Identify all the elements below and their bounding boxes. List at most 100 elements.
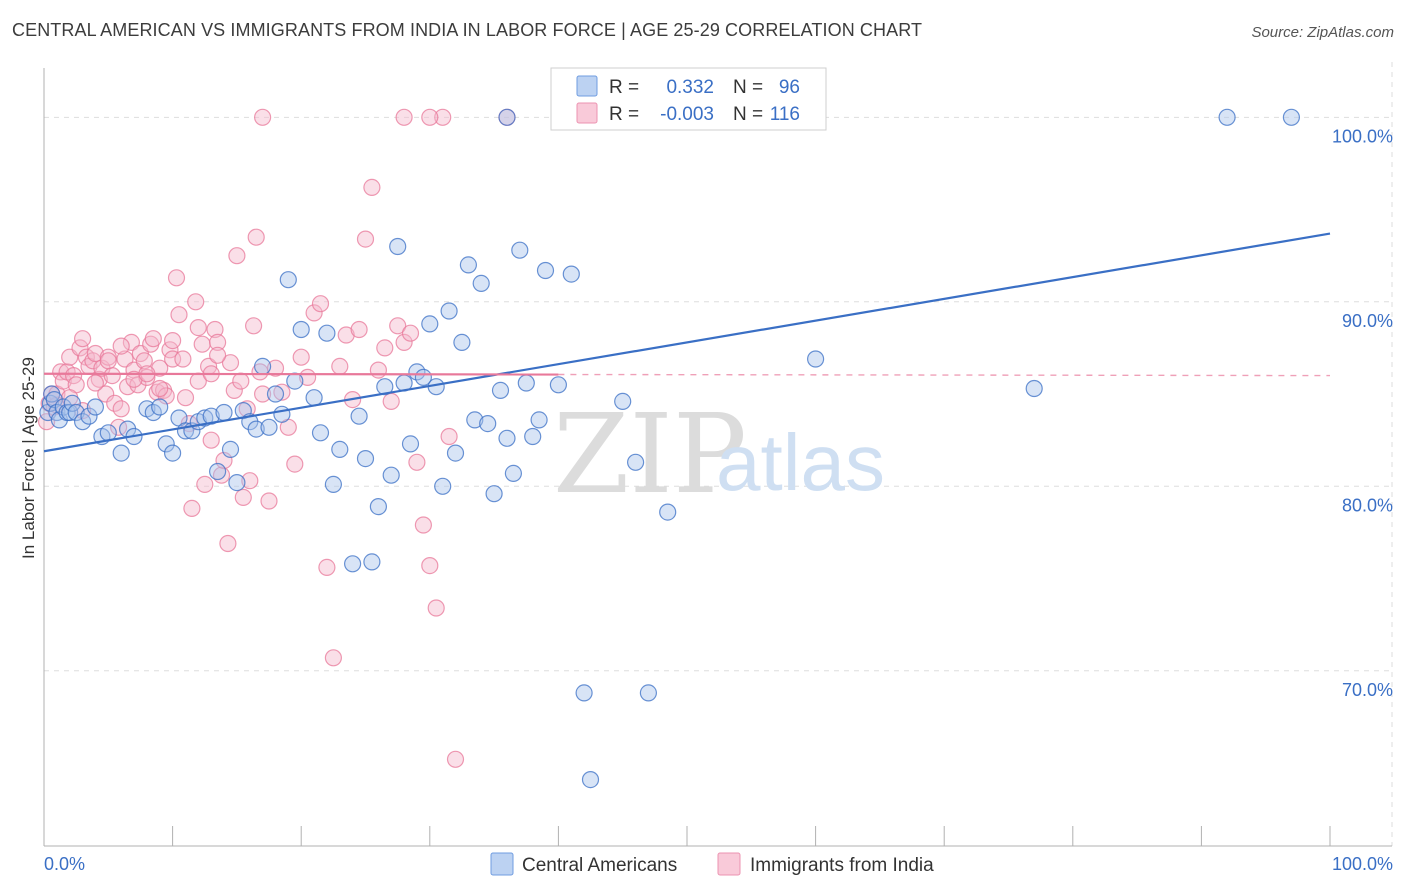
central-americans-point-23 — [164, 444, 182, 462]
legend-n-label-blue: N = — [733, 77, 763, 98]
watermark-zip: ZIP — [553, 390, 747, 518]
central-americans-point-86 — [639, 684, 658, 702]
india-point-94 — [421, 556, 439, 575]
central-americans-point-78 — [530, 411, 548, 429]
central-americans-point-83 — [581, 770, 600, 789]
x-tick-label-0: 0.0% — [44, 854, 85, 874]
central-americans-point-31 — [215, 403, 233, 422]
india-point-50 — [196, 475, 214, 493]
india-point-31 — [135, 352, 153, 370]
legend-box: R = 0.332 N = 96 R = -0.003 N = 116 — [550, 67, 827, 131]
india-point-78 — [318, 558, 336, 577]
india-point-62 — [234, 488, 252, 506]
india-point-86 — [369, 361, 387, 379]
central-americans-point-63 — [434, 477, 452, 495]
series-india-points — [37, 108, 516, 768]
central-americans-point-72 — [491, 381, 510, 399]
central-americans-point-65 — [446, 444, 465, 462]
central-americans-point-37 — [254, 357, 272, 375]
bottom-legend: Central Americans Immigrants from India — [490, 852, 934, 876]
india-point-96 — [434, 108, 452, 126]
central-americans-point-75 — [511, 241, 529, 259]
central-americans-point-32 — [221, 440, 240, 458]
central-americans-point-10 — [67, 403, 85, 422]
india-point-87 — [376, 339, 394, 357]
legend-r-label-pink: R = — [609, 104, 639, 125]
legend-n-value-pink: 116 — [770, 104, 800, 125]
india-point-42 — [170, 306, 188, 324]
india-point-46 — [183, 499, 201, 517]
india-point-71 — [273, 383, 291, 401]
india-point-85 — [363, 178, 381, 196]
y-tick-label-70: 70.0% — [1342, 680, 1393, 700]
india-point-105 — [112, 337, 130, 355]
central-americans-point-84 — [614, 392, 632, 410]
central-americans-point-30 — [209, 462, 227, 481]
central-americans-point-82 — [575, 684, 593, 702]
india-point-64 — [241, 472, 259, 490]
india-point-61 — [232, 372, 250, 390]
india-point-109 — [164, 332, 182, 350]
india-point-58 — [221, 354, 240, 372]
central-americans-point-28 — [196, 409, 214, 427]
legend-r-label-blue: R = — [609, 77, 639, 98]
india-point-43 — [174, 350, 192, 368]
india-point-48 — [189, 319, 207, 337]
india-point-36 — [151, 359, 169, 377]
central-americans-point-73 — [498, 429, 516, 447]
india-point-27 — [122, 333, 140, 351]
trend-line-central-americans — [43, 232, 1331, 453]
india-point-113 — [209, 346, 227, 364]
india-point-44 — [176, 389, 195, 407]
central-americans-point-56 — [389, 237, 407, 256]
india-point-111 — [395, 108, 413, 126]
india-point-110 — [254, 108, 272, 126]
india-point-91 — [401, 324, 420, 342]
central-americans-point-51 — [356, 450, 375, 468]
india-point-106 — [125, 370, 143, 388]
india-point-68 — [254, 385, 272, 403]
y-axis-label: In Labor Force | Age 25-29 — [19, 357, 38, 559]
central-americans-point-53 — [369, 498, 387, 516]
central-americans-point-54 — [376, 378, 394, 396]
central-americans-point-21 — [151, 398, 169, 416]
central-americans-point-29 — [202, 407, 220, 425]
central-americans-point-45 — [311, 424, 330, 442]
central-americans-point-80 — [549, 376, 568, 394]
central-americans-point-79 — [536, 261, 555, 280]
legend-swatch-pink — [576, 102, 598, 124]
central-americans-point-85 — [626, 453, 645, 471]
central-americans-point-44 — [305, 389, 323, 407]
central-americans-point-89 — [806, 350, 825, 368]
central-americans-point-49 — [344, 555, 362, 573]
bottom-legend-label-pink: Immigrants from India — [750, 855, 934, 876]
india-point-89 — [389, 317, 407, 335]
central-americans-point-90 — [1025, 379, 1043, 398]
central-americans-point-69 — [472, 274, 490, 292]
central-americans-point-71 — [485, 485, 503, 503]
india-point-19 — [97, 385, 115, 403]
trend-line-india-solid — [43, 372, 559, 376]
legend-r-value-blue: 0.332 — [666, 77, 714, 98]
trend-lines — [43, 232, 1331, 453]
india-point-97 — [440, 427, 458, 446]
central-americans-point-67 — [459, 256, 477, 274]
central-americans-point-66 — [453, 333, 471, 351]
india-point-83 — [350, 320, 368, 339]
central-americans-point-41 — [279, 271, 297, 289]
india-point-112 — [421, 108, 439, 126]
india-point-90 — [395, 333, 413, 351]
india-point-73 — [286, 455, 304, 473]
india-point-84 — [356, 230, 375, 248]
india-point-34 — [144, 330, 162, 348]
india-point-54 — [209, 333, 227, 351]
india-point-59 — [225, 381, 243, 399]
y-tick-label-80: 80.0% — [1342, 495, 1393, 515]
india-point-53 — [206, 320, 224, 339]
legend-n-value-blue: 96 — [779, 77, 800, 98]
central-americans-point-48 — [331, 440, 349, 458]
central-americans-point-22 — [157, 435, 175, 453]
india-point-57 — [219, 534, 237, 553]
grid-lines — [44, 62, 1393, 846]
